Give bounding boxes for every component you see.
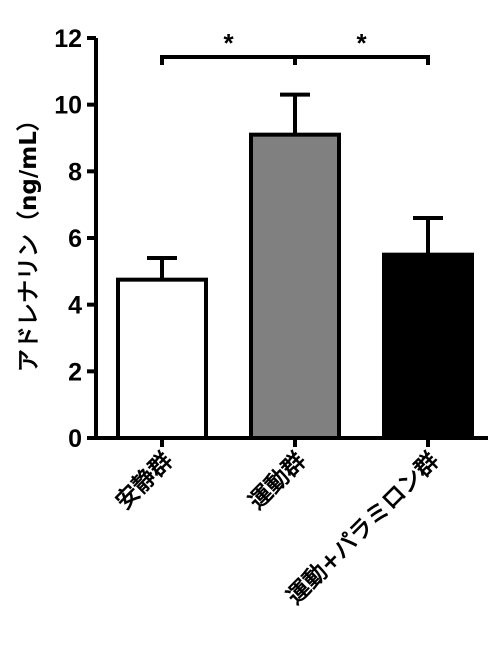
bars (116, 132, 474, 441)
significance-label: * (356, 28, 367, 58)
significance-bracket: * (160, 28, 297, 65)
y-tick-label: 12 (54, 25, 82, 53)
bracket-line (160, 55, 297, 65)
y-tick-label: 8 (68, 158, 82, 186)
x-tick-label: 安静群 (110, 447, 178, 515)
significance-bracket: * (293, 28, 430, 65)
x-tick-label: 運動群 (243, 447, 311, 515)
y-axis-label: アドレナリン（ng/mL） (15, 108, 42, 372)
bar (382, 252, 474, 440)
y-tick-label: 2 (68, 358, 82, 386)
y-tick-label: 4 (68, 292, 82, 320)
significance-brackets: * * (160, 28, 430, 65)
bar (116, 277, 208, 440)
y-tick-label: 6 (68, 225, 82, 253)
y-tick-label: 0 (68, 425, 82, 453)
bar (249, 132, 341, 441)
significance-label: * (223, 28, 234, 58)
y-axis: 0 2 4 6 8 10 12 (54, 25, 98, 453)
bracket-line (293, 55, 430, 65)
y-tick-label: 10 (54, 92, 82, 120)
error-bars (147, 92, 443, 280)
